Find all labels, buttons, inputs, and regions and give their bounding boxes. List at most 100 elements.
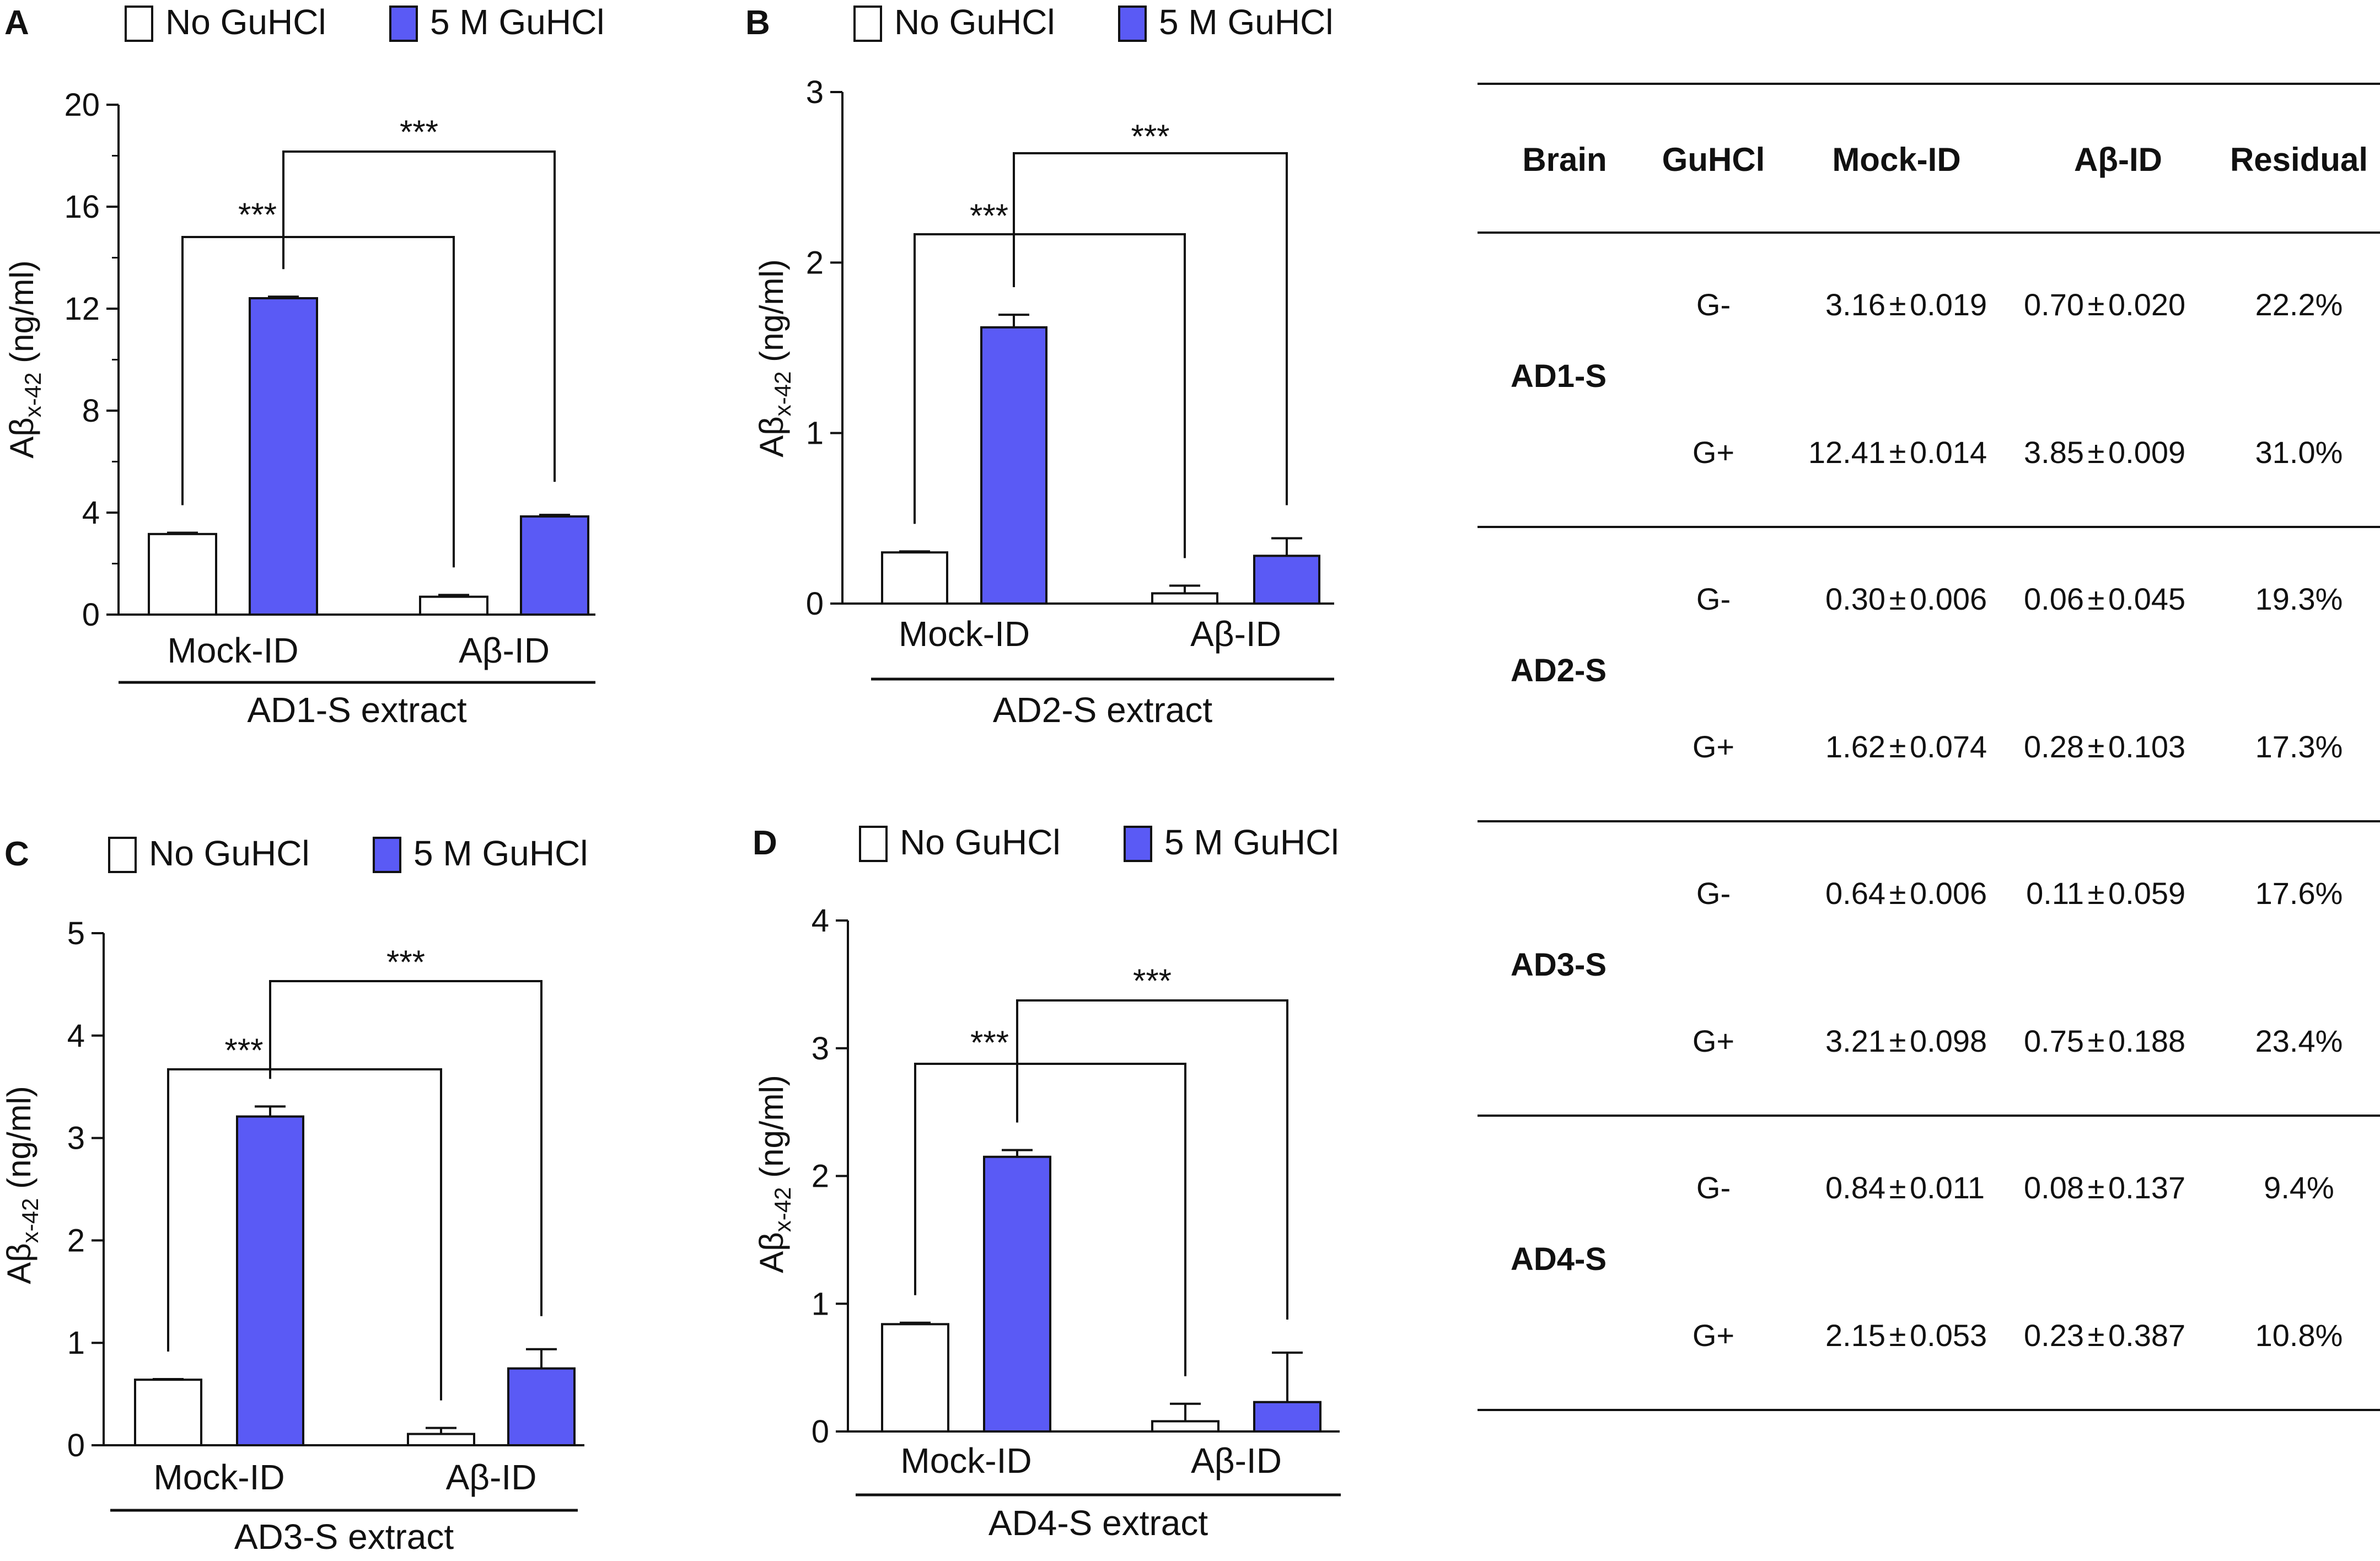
significance-bracket xyxy=(282,150,556,482)
table-cell-ab-value: 0.08 xyxy=(2024,1170,2084,1205)
y-tick-label: 1 xyxy=(67,1325,85,1361)
table-cell-ab-error: 0.103 xyxy=(2108,729,2185,764)
bar-guhcl xyxy=(1253,1401,1321,1433)
significance-label: *** xyxy=(970,1024,1009,1061)
chart-title: AD2-S extract xyxy=(993,690,1213,730)
table-cell-residual: 9.4% xyxy=(2264,1170,2334,1205)
table-cell-mock-error: 0.019 xyxy=(1910,287,1987,322)
bar-no-guhcl xyxy=(1151,1420,1219,1433)
table-cell-ab-value: 0.23 xyxy=(2024,1318,2084,1353)
table-cell-plusminus: ± xyxy=(2088,582,2105,616)
panel-letter: C xyxy=(4,835,29,873)
legend-swatch-guhcl xyxy=(389,6,418,42)
panel-letter: B xyxy=(745,4,770,42)
y-axis-label-main: Aβ xyxy=(1,1243,37,1284)
y-tick-label: 0 xyxy=(812,1414,829,1450)
table-brain-label: AD3-S xyxy=(1511,947,1607,983)
table-cell-ab-error: 0.137 xyxy=(2108,1170,2185,1205)
table-cell-residual: 10.8% xyxy=(2255,1318,2343,1353)
y-tick-label: 20 xyxy=(64,87,100,123)
bar-no-guhcl xyxy=(419,595,488,616)
table-brain-label: AD4-S xyxy=(1511,1241,1607,1277)
x-category-label: Aβ-ID xyxy=(446,1457,537,1497)
table-cell-residual: 31.0% xyxy=(2255,435,2343,470)
x-category-label: Aβ-ID xyxy=(1191,1441,1282,1481)
table-cell-mock-error: 0.006 xyxy=(1910,582,1987,616)
panel-letter: D xyxy=(753,824,777,862)
y-tick-label: 4 xyxy=(812,903,829,939)
legend-label-no-guhcl: No GuHCl xyxy=(894,2,1055,42)
legend-swatch-guhcl xyxy=(1118,6,1147,42)
table-cell-ab-value: 0.06 xyxy=(2024,582,2084,616)
table-cell-plusminus: ± xyxy=(1889,1170,1906,1205)
table-cell-plusminus: ± xyxy=(1889,729,1906,764)
table-cell-mock-error: 0.053 xyxy=(1910,1318,1987,1353)
y-tick-label: 12 xyxy=(64,291,100,327)
legend-label-guhcl: 5 M GuHCl xyxy=(413,833,588,873)
table-cell-mock-value: 12.41 xyxy=(1808,435,1885,470)
significance-label: *** xyxy=(1133,962,1172,999)
x-category-label: Mock-ID xyxy=(900,1441,1031,1481)
table-header-guhcl: GuHCl xyxy=(1662,141,1765,178)
table-cell-plusminus: ± xyxy=(1889,287,1906,322)
x-category-label: Mock-ID xyxy=(899,614,1030,654)
table-cell-mock-value: 3.21 xyxy=(1825,1024,1885,1058)
legend-label-no-guhcl: No GuHCl xyxy=(165,2,326,42)
y-axis-label: Aβx-42 (ng/ml) xyxy=(1,1086,43,1284)
table-cell-guhcl: G- xyxy=(1696,1170,1731,1205)
table-header-residual: Residual xyxy=(2230,141,2368,178)
y-tick-label: 1 xyxy=(806,416,824,451)
significance-label: *** xyxy=(386,944,425,981)
bar-guhcl xyxy=(520,515,589,616)
y-axis-label-unit: (ng/ml) xyxy=(753,1075,790,1187)
table-brain-label: AD2-S xyxy=(1511,653,1607,688)
significance-bracket xyxy=(914,233,1186,558)
table-cell-mock-value: 2.15 xyxy=(1825,1318,1885,1353)
table-cell-ab-error: 0.020 xyxy=(2108,287,2185,322)
y-tick-label: 4 xyxy=(82,495,100,531)
table-cell-ab-value: 0.70 xyxy=(2024,287,2084,322)
significance-label: *** xyxy=(1131,118,1169,155)
table-cell-plusminus: ± xyxy=(2088,1170,2105,1205)
table-cell-plusminus: ± xyxy=(2088,435,2105,470)
table-cell-ab-error: 0.009 xyxy=(2108,435,2185,470)
table-cell-mock-error: 0.098 xyxy=(1910,1024,1987,1058)
table-cell-guhcl: G+ xyxy=(1693,1024,1734,1058)
table-cell-plusminus: ± xyxy=(1889,435,1906,470)
y-axis-label-main: Aβ xyxy=(753,1232,790,1273)
significance-label: *** xyxy=(970,197,1008,234)
y-tick-label: 16 xyxy=(64,189,100,225)
table-cell-residual: 22.2% xyxy=(2255,287,2343,322)
chart-title: AD1-S extract xyxy=(247,690,467,730)
significance-bracket xyxy=(914,1063,1186,1376)
table-cell-guhcl: G+ xyxy=(1693,729,1734,764)
y-axis-label-main: Aβ xyxy=(753,416,790,457)
table-cell-residual: 17.3% xyxy=(2255,729,2343,764)
table-brain-label: AD1-S xyxy=(1511,358,1607,394)
table-cell-ab-value: 0.11 xyxy=(2026,876,2084,911)
legend-swatch-no-guhcl xyxy=(125,6,153,42)
bar-no-guhcl xyxy=(148,532,217,616)
significance-bracket xyxy=(1013,152,1288,505)
x-category-label: Aβ-ID xyxy=(459,631,550,670)
bar-no-guhcl xyxy=(134,1379,202,1446)
table-cell-ab-error: 0.045 xyxy=(2108,582,2185,616)
y-axis-label-sub: x-42 xyxy=(17,1198,43,1244)
legend-label-guhcl: 5 M GuHCl xyxy=(1164,822,1339,862)
x-category-label: Aβ-ID xyxy=(1190,614,1281,654)
y-tick-label: 3 xyxy=(67,1121,85,1156)
table-cell-ab-error: 0.059 xyxy=(2108,876,2185,911)
panel-letter: A xyxy=(4,4,29,42)
bar-no-guhcl xyxy=(1151,592,1218,605)
significance-label: *** xyxy=(238,196,277,233)
table-header-brain: Brain xyxy=(1522,141,1607,178)
y-tick-label: 8 xyxy=(82,393,100,429)
significance-bracket xyxy=(1016,999,1288,1320)
table-cell-residual: 19.3% xyxy=(2255,582,2343,616)
table-cell-mock-error: 0.074 xyxy=(1910,729,1987,764)
table-cell-guhcl: G+ xyxy=(1693,435,1734,470)
legend-label-guhcl: 5 M GuHCl xyxy=(1159,2,1334,42)
y-tick-label: 2 xyxy=(67,1223,85,1258)
y-axis-label-main: Aβ xyxy=(3,417,40,459)
table-cell-mock-value: 0.64 xyxy=(1825,876,1885,911)
